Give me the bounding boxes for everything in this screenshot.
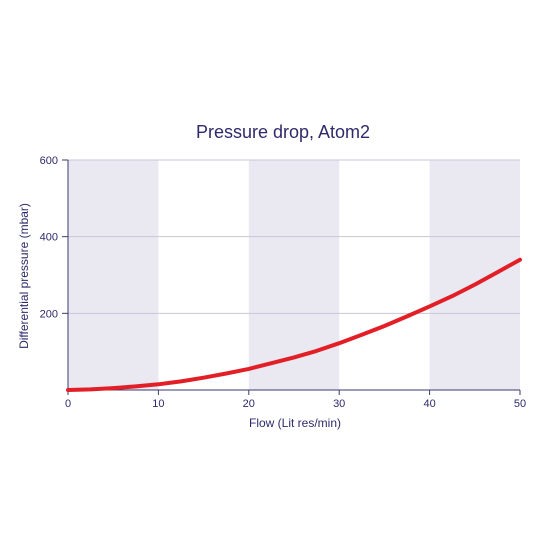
x-tick-label-5: 50 xyxy=(514,398,526,410)
chart-title: Pressure drop, Atom2 xyxy=(196,122,370,142)
shaded-band-1 xyxy=(248,160,340,390)
x-axis-label: Flow (Lit res/min) xyxy=(249,416,341,430)
x-tick-label-0: 0 xyxy=(65,398,71,410)
y-axis-label: Differential pressure (mbar) xyxy=(17,203,31,349)
x-tick-label-2: 20 xyxy=(243,398,255,410)
series-group xyxy=(66,257,522,392)
x-tick-label-4: 40 xyxy=(423,398,435,410)
axes xyxy=(67,160,520,391)
series-line-0 xyxy=(66,257,522,392)
y-tick-label-2: 600 xyxy=(40,155,58,167)
shaded-band-0 xyxy=(68,160,159,390)
y-tick-label-1: 400 xyxy=(40,232,58,244)
shaded-band-2 xyxy=(429,160,520,390)
gridlines xyxy=(68,159,520,314)
x-tick-label-1: 10 xyxy=(152,398,164,410)
tick-labels: 200 400 600 0 10 20 30 40 50 xyxy=(40,155,526,410)
y-tick-label-0: 200 xyxy=(40,308,58,320)
x-tick-label-3: 30 xyxy=(333,398,345,410)
shaded-bands xyxy=(68,160,520,390)
